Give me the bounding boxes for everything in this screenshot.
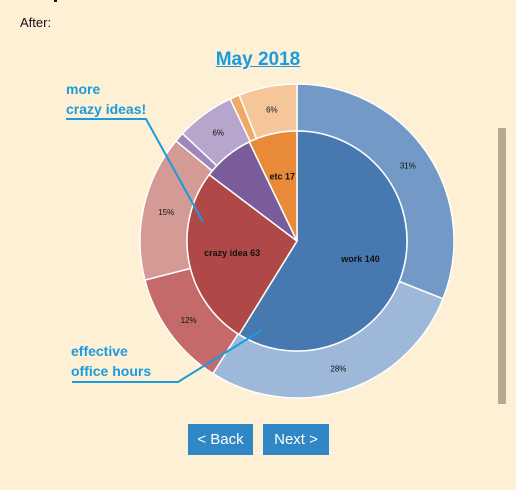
next-button[interactable]: Next > [263,424,329,455]
outer-slice-label-3: 15% [158,208,174,217]
callout-office-hours-line2: office hours [71,361,151,381]
callout-crazy-ideas-line1: more [66,79,146,99]
inner-slice-label-3: etc 17 [270,172,296,182]
vertical-scrollbar[interactable] [498,128,506,404]
inner-slice-label-0: work 140 [340,254,380,264]
outer-slice-label-0: 31% [400,162,416,171]
outer-slice-label-1: 28% [330,364,346,373]
inner-slice-label-1: crazy idea 63 [204,248,260,258]
outer-slice-label-7: 6% [266,105,278,114]
callout-crazy-ideas: more crazy ideas! [66,79,146,119]
callout-office-hours: effective office hours [71,341,151,381]
outer-slice-label-2: 12% [181,316,197,325]
callout-office-hours-line1: effective [71,341,151,361]
inner-ring [187,131,407,351]
callout-crazy-ideas-line2: crazy ideas! [66,99,146,119]
outer-slice-label-5: 6% [212,129,224,138]
back-button[interactable]: < Back [188,424,253,455]
